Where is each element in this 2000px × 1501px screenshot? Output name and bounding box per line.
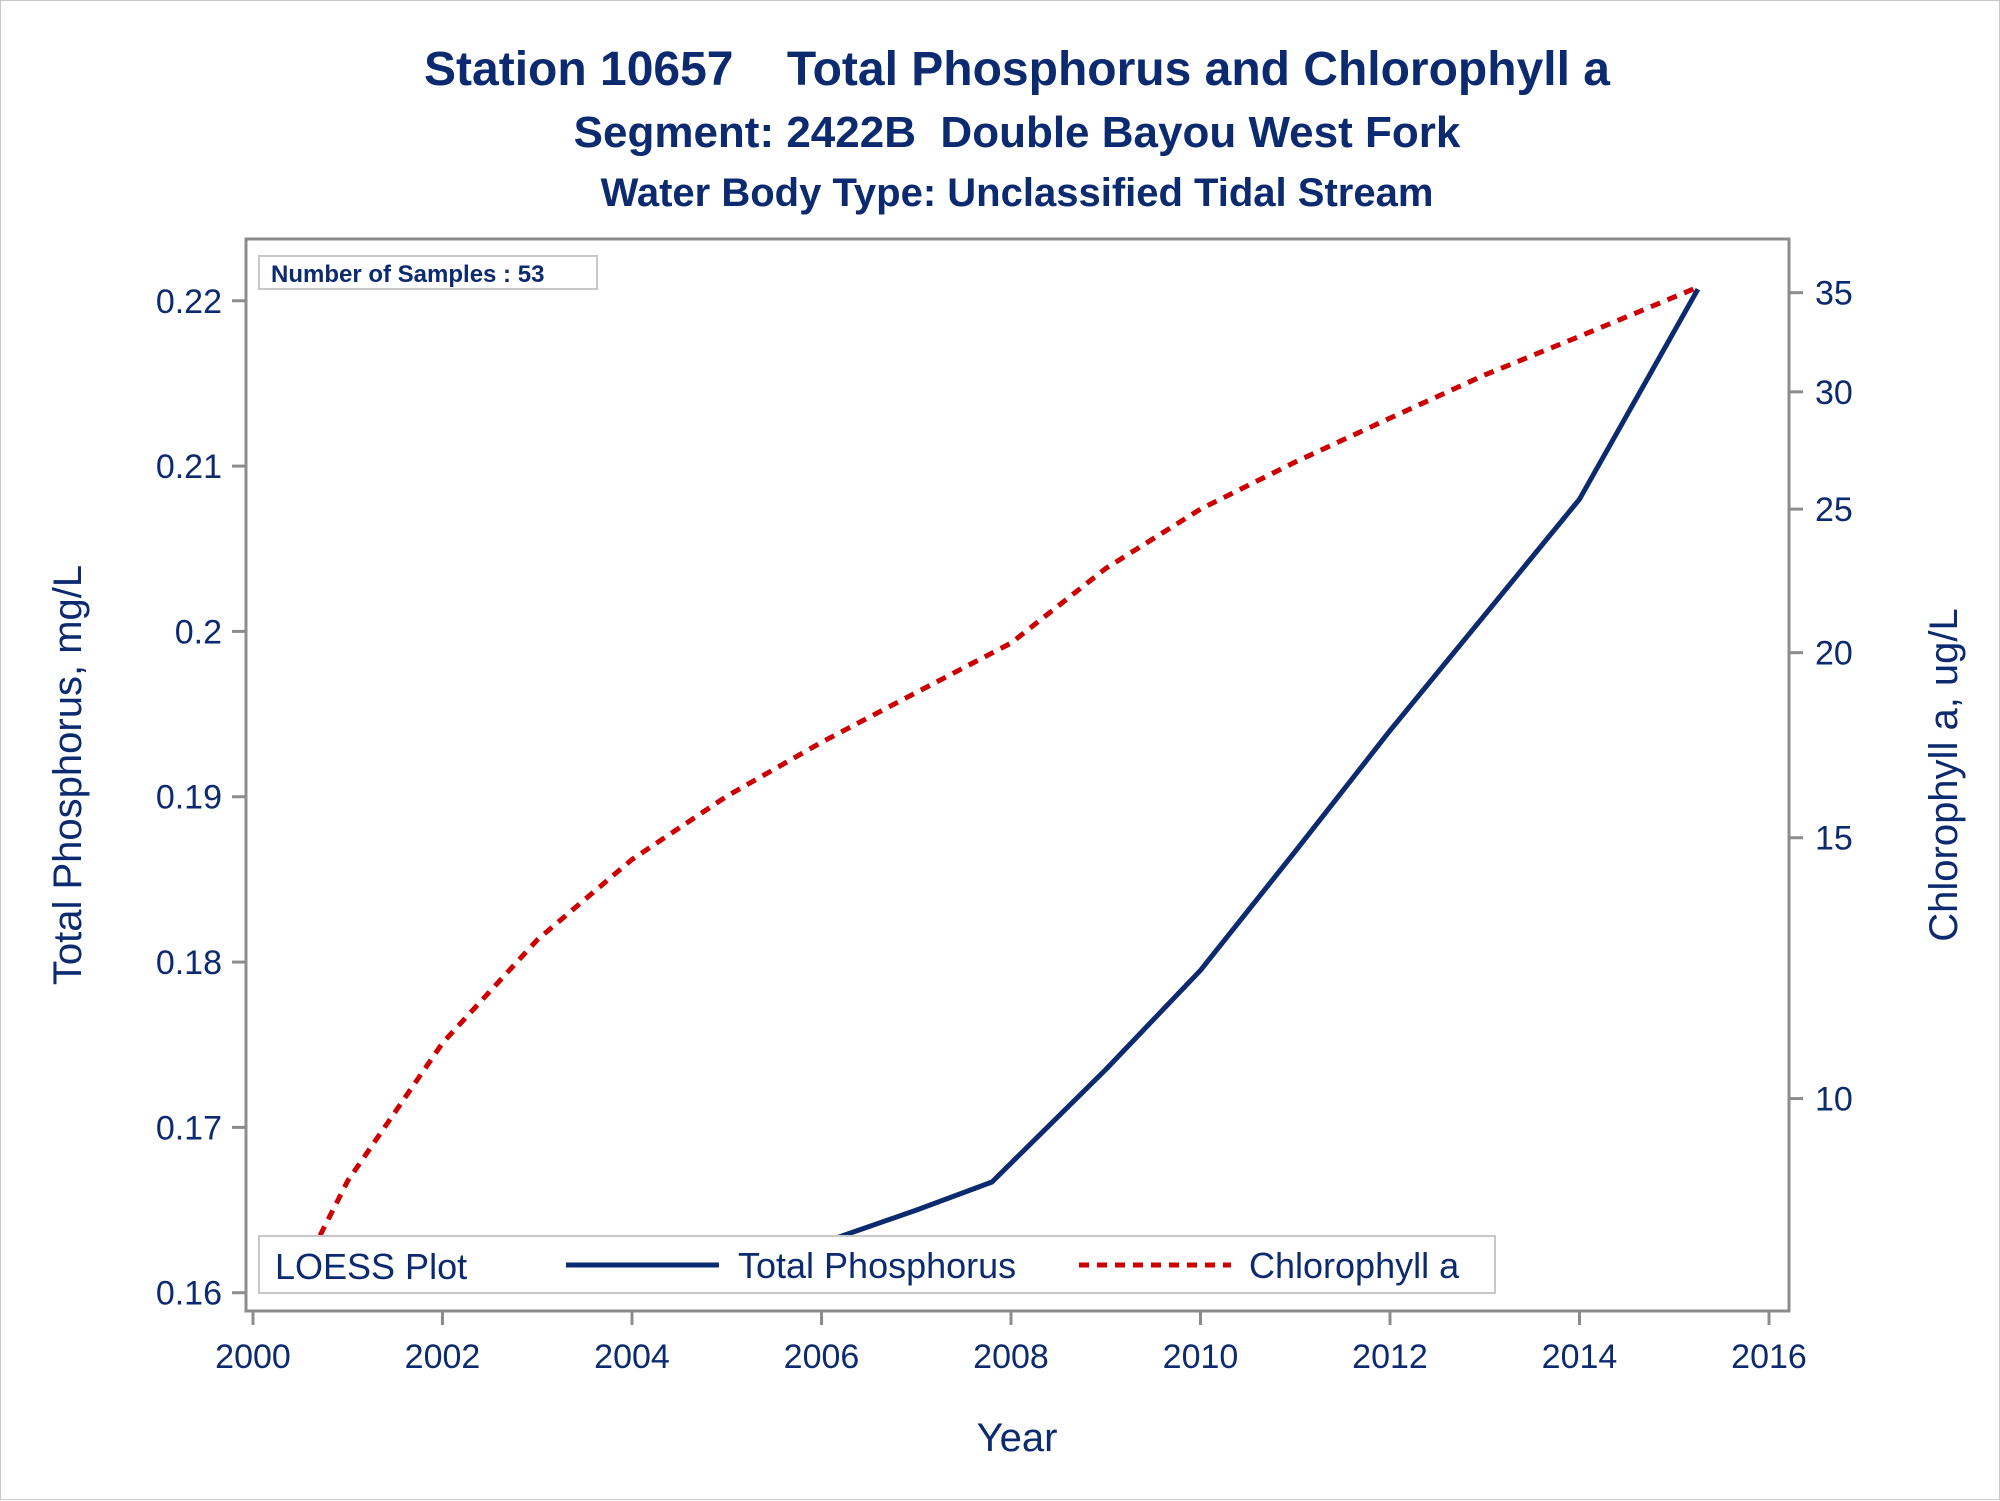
x-axis-ticks: 2000 2002 2004 2006 2008 2010 2012 2014 2016	[215, 1311, 1807, 1376]
y2-tick-label: 10	[1815, 1081, 1853, 1119]
series-group	[293, 284, 1701, 1285]
y-tick-label: 0.16	[156, 1275, 222, 1313]
y-axis-label: Total Phosphorus, mg/L	[46, 565, 90, 985]
y2-tick-label: 25	[1815, 491, 1853, 529]
series-line-total-phosphorus	[300, 287, 1701, 1277]
y2-tick-label: 35	[1815, 275, 1853, 313]
x-tick-label: 2012	[1352, 1338, 1428, 1376]
chart-title: Station 10657 Total Phosphorus and Chlor…	[424, 43, 1610, 96]
legend: LOESS Plot Total Phosphorus Chlorophyll …	[258, 1235, 1496, 1294]
legend-box	[258, 1235, 1496, 1294]
x-tick-label: 2016	[1731, 1338, 1807, 1376]
y2-tick-label: 30	[1815, 374, 1853, 412]
y2-tick-label: 20	[1815, 635, 1853, 673]
x-tick-label: 2004	[594, 1338, 670, 1376]
x-tick-label: 2014	[1542, 1338, 1618, 1376]
y2-tick-label: 15	[1815, 820, 1853, 858]
chart-subtitle: Segment: 2422B Double Bayou West Fork	[574, 108, 1461, 157]
legend-label-chlorophyll-a: Chlorophyll a	[1249, 1245, 1460, 1286]
y-tick-label: 0.17	[156, 1109, 222, 1147]
y-tick-label: 0.2	[175, 613, 222, 651]
sample-count-text: Number of Samples : 53	[271, 261, 544, 288]
y-axis-ticks: 0.16 0.17 0.18 0.19 0.2 0.21 0.22	[156, 283, 246, 1313]
y-tick-label: 0.19	[156, 779, 222, 817]
y-tick-label: 0.21	[156, 448, 222, 486]
x-tick-label: 2006	[784, 1338, 860, 1376]
y-tick-label: 0.22	[156, 283, 222, 321]
series-line-chlorophyll-a	[293, 284, 1699, 1285]
x-tick-label: 2002	[405, 1338, 481, 1376]
plot-area	[244, 237, 1791, 1313]
chart-subtitle-2: Water Body Type: Unclassified Tidal Stre…	[601, 171, 1434, 215]
y-tick-label: 0.18	[156, 944, 222, 982]
y2-axis-ticks: 10 15 20 25 30 35	[1789, 275, 1853, 1119]
x-tick-label: 2010	[1163, 1338, 1239, 1376]
x-tick-label: 2008	[973, 1338, 1049, 1376]
y2-axis-label: Chlorophyll a, ug/L	[1922, 608, 1966, 942]
legend-title: LOESS Plot	[275, 1246, 467, 1287]
x-tick-label: 2000	[215, 1338, 291, 1376]
x-axis-label: Year	[977, 1416, 1058, 1460]
sample-count-box	[258, 255, 598, 290]
legend-label-total-phosphorus: Total Phosphorus	[738, 1245, 1016, 1286]
